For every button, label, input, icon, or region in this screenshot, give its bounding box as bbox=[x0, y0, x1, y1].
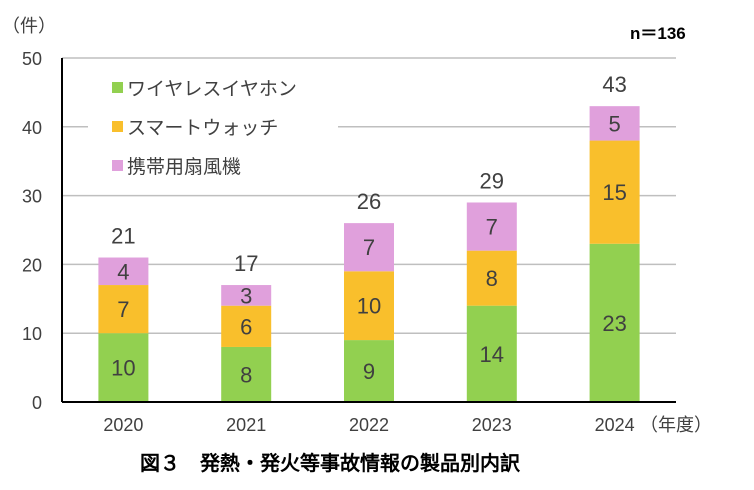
sample-size-annotation: n＝136 bbox=[630, 24, 686, 43]
x-tick-label: 2022 bbox=[349, 415, 389, 435]
total-value-label: 43 bbox=[602, 72, 626, 97]
segment-value-label: 5 bbox=[608, 111, 620, 136]
bar-segment bbox=[98, 285, 149, 334]
y-tick-label: 0 bbox=[32, 393, 42, 413]
segment-value-label: 9 bbox=[363, 359, 375, 384]
legend-swatch bbox=[112, 121, 123, 132]
segment-value-label: 8 bbox=[240, 362, 252, 387]
y-tick-label: 20 bbox=[22, 255, 42, 275]
total-value-label: 21 bbox=[111, 224, 135, 249]
bar-segment bbox=[466, 250, 517, 306]
total-value-label: 26 bbox=[357, 189, 381, 214]
bar-segment bbox=[589, 106, 640, 141]
segment-value-label: 7 bbox=[486, 215, 498, 240]
bar-segment bbox=[344, 271, 394, 341]
segment-value-label: 8 bbox=[486, 266, 498, 291]
segment-value-label: 7 bbox=[363, 235, 375, 260]
bar-segment bbox=[466, 305, 517, 402]
segment-value-label: 23 bbox=[602, 311, 626, 336]
bar-segment bbox=[221, 305, 272, 347]
legend-swatch bbox=[112, 82, 123, 93]
x-tick-label: 2021 bbox=[226, 415, 266, 435]
bar-segment bbox=[221, 285, 272, 306]
y-tick-label: 30 bbox=[22, 187, 42, 207]
segment-value-label: 15 bbox=[602, 180, 626, 205]
bars: 10 7 4 21 8 6 3 17 9 10 7 26 14 8 7 29 23 15 5 43 bbox=[98, 72, 640, 402]
x-axis-unit-label: （年度） bbox=[640, 415, 712, 435]
legend-label: 携帯用扇風機 bbox=[127, 156, 241, 178]
segment-value-label: 7 bbox=[117, 297, 129, 322]
legend-label: スマートウォッチ bbox=[127, 117, 278, 139]
segment-value-label: 14 bbox=[480, 342, 504, 367]
legend-background bbox=[88, 70, 338, 188]
bar-segment bbox=[466, 202, 517, 251]
segment-value-label: 10 bbox=[357, 294, 381, 319]
bar-segment bbox=[344, 223, 394, 272]
segment-value-label: 4 bbox=[117, 259, 129, 284]
legend-label: ワイヤレスイヤホン bbox=[127, 78, 297, 100]
chart-caption: 図３ 発熱・発火等事故情報の製品別内訳 bbox=[140, 451, 521, 475]
segment-value-label: 10 bbox=[111, 356, 135, 381]
bar-segment bbox=[98, 333, 149, 402]
bar-segment bbox=[589, 140, 640, 244]
total-value-label: 17 bbox=[234, 251, 258, 276]
y-axis-unit-label: （件） bbox=[2, 16, 56, 36]
total-value-label: 29 bbox=[480, 168, 504, 193]
bar-segment bbox=[221, 346, 272, 402]
y-tick-label: 40 bbox=[22, 118, 42, 138]
segment-value-label: 6 bbox=[240, 314, 252, 339]
segment-value-label: 3 bbox=[240, 283, 252, 308]
axes: 0 10 20 30 40 50 2020 2021 2022 2023 2024 bbox=[22, 49, 676, 435]
x-tick-label: 2024 bbox=[595, 415, 635, 435]
legend-swatch bbox=[112, 160, 123, 171]
bar-segment bbox=[98, 257, 149, 286]
y-tick-label: 50 bbox=[22, 49, 42, 69]
bar-segment bbox=[589, 243, 640, 402]
x-tick-label: 2020 bbox=[103, 415, 143, 435]
x-tick-label: 2023 bbox=[472, 415, 512, 435]
bar-segment bbox=[344, 340, 394, 402]
y-tick-label: 10 bbox=[22, 324, 42, 344]
